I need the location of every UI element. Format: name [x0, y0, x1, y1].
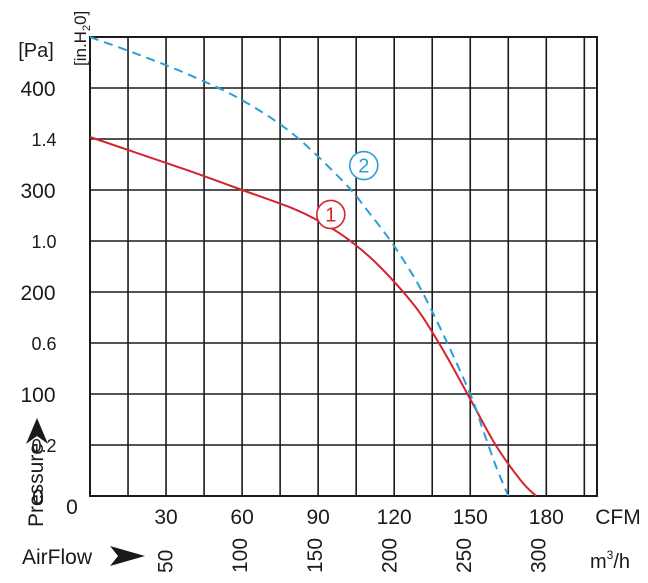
y-tick-label-inh2o: 0.6	[31, 334, 56, 354]
y-axis-label: Pressure	[25, 443, 48, 527]
origin-label: 0	[66, 496, 78, 519]
chart-curves	[89, 36, 537, 497]
y-tick-label-inh2o: 1.4	[31, 130, 56, 150]
y-tick-label-pa: 300	[20, 180, 55, 203]
x-tick-label-m3h: 300	[528, 538, 551, 573]
series-marker-1: 1	[316, 199, 346, 230]
series-marker-label: 1	[325, 204, 336, 226]
pressure-arrow-icon	[26, 418, 48, 444]
y-tick-label-pa: 0	[32, 486, 44, 509]
airflow-arrow-icon	[110, 546, 145, 566]
x-tick-label-cfm: 90	[306, 506, 329, 529]
curve-markers: 12	[316, 150, 379, 230]
series-marker-2: 2	[348, 150, 379, 181]
x-tick-label-cfm: 180	[529, 506, 564, 529]
x-tick-label-m3h: 250	[453, 538, 476, 573]
y-tick-label-inh2o: 0.2	[31, 436, 56, 456]
y-tick-label-pa: 400	[20, 78, 55, 101]
chart-grid	[89, 36, 598, 497]
x-tick-label-cfm: 30	[154, 506, 177, 529]
y-unit-pa: [Pa]	[18, 40, 54, 62]
y-tick-label-inh2o: 1.0	[31, 232, 56, 252]
y-tick-label-pa: 100	[20, 384, 55, 407]
x-unit-cfm: CFM	[595, 506, 641, 529]
y-unit-inh2o: [in.H20]	[71, 11, 93, 66]
series-curve-2	[89, 36, 510, 497]
x-tick-label-m3h: 50	[155, 550, 178, 573]
x-tick-label-m3h: 200	[378, 538, 401, 573]
x-tick-label-cfm: 120	[377, 506, 412, 529]
x-unit-m3h: m3/h	[590, 548, 630, 573]
x-tick-label-m3h: 150	[304, 538, 327, 573]
series-curve-1	[89, 136, 537, 497]
x-tick-label-cfm: 150	[453, 506, 488, 529]
x-axis-label: AirFlow	[22, 546, 93, 569]
series-marker-label: 2	[358, 156, 369, 178]
x-tick-label-m3h: 100	[229, 538, 252, 573]
y-tick-label-pa: 200	[20, 282, 55, 305]
x-tick-label-cfm: 60	[230, 506, 253, 529]
plot-frame	[89, 36, 598, 497]
